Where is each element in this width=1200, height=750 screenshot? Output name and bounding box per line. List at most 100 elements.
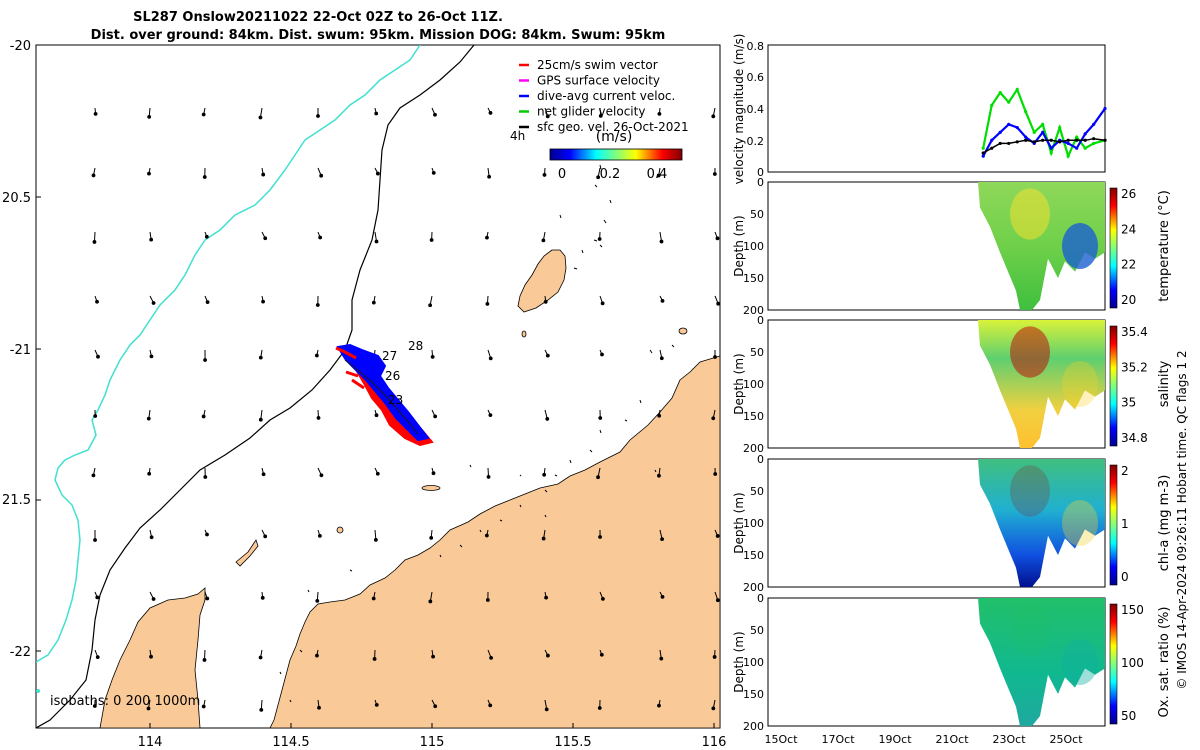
vector-head — [545, 114, 550, 119]
colorbar-tick: 100 — [1121, 656, 1144, 670]
isobath-marker — [36, 689, 40, 693]
vector-head — [374, 111, 379, 116]
heatmap-panel-salinity: 0 50 100 150 200 Depth (m) 35.4 35.2 35 34.8 salin… — [732, 314, 1172, 455]
time-tick: 15Oct — [764, 733, 798, 746]
velocity-point — [1024, 138, 1028, 142]
velocity-point — [1083, 132, 1087, 136]
velocity-point — [990, 103, 994, 107]
colorbar-title: chl-a (mg m-3) — [1157, 475, 1172, 572]
vector-head — [715, 236, 720, 241]
map-y-tick: -20 — [10, 39, 31, 54]
velocity-point — [1075, 146, 1079, 150]
velocity-point — [1058, 125, 1062, 130]
velocity-point — [998, 91, 1002, 95]
colorbar-tick: 50 — [1121, 709, 1136, 723]
vector-head — [317, 533, 322, 538]
velocity-point — [981, 151, 985, 155]
map-x-tick: 115 — [420, 735, 445, 750]
vector-head — [596, 175, 601, 180]
vector-head — [544, 707, 549, 712]
vector-head — [146, 706, 151, 711]
map-y-tick: 21.5 — [2, 493, 31, 508]
vector-head — [147, 471, 152, 476]
colorbar-tick: 150 — [1121, 603, 1144, 617]
vector-head — [147, 171, 151, 176]
colorbar-label: (m/s) — [596, 129, 633, 145]
velocity-lines — [981, 87, 1107, 160]
velocity-point — [1049, 138, 1053, 142]
depth-label: Depth (m) — [732, 631, 746, 692]
vector-head — [485, 235, 489, 240]
day-label-27: 27 — [382, 349, 397, 363]
map-x-tick: 115.5 — [554, 735, 591, 750]
vector-head — [315, 653, 319, 658]
vector-head — [316, 114, 320, 118]
vector-head — [598, 113, 603, 118]
footer-credit: © IMOS 14-Apr-2024 09:26:11 Hobart time.… — [1175, 350, 1189, 689]
vector-head — [261, 472, 266, 477]
velocity-point — [1092, 122, 1096, 126]
velocity-point — [1066, 154, 1070, 158]
velocity-point — [1032, 140, 1036, 144]
velocity-point — [1024, 135, 1028, 139]
vector-head — [259, 707, 264, 712]
vector-head — [659, 356, 664, 361]
day-label-28: 28 — [408, 339, 423, 353]
vector-head — [715, 598, 720, 603]
time-tick: 21Oct — [935, 733, 969, 746]
vector-head — [433, 112, 437, 117]
velocity-point — [1015, 140, 1019, 144]
vector-head — [95, 595, 100, 600]
colorbar-tick: 20 — [1121, 293, 1136, 307]
velocity-point — [1024, 110, 1028, 114]
velocity-point — [1066, 141, 1070, 146]
mainland — [269, 355, 720, 728]
islet — [678, 327, 688, 335]
vector-head — [657, 111, 662, 116]
heatmap-colorbar — [1109, 325, 1118, 447]
islet — [421, 485, 441, 491]
map-legend: 25cm/s swim vector GPS surface velocitydi… — [519, 58, 689, 134]
vector-head — [202, 175, 207, 179]
vector-head — [260, 595, 265, 600]
barrow-island — [517, 249, 567, 313]
vector-head — [146, 416, 151, 421]
legend-entry: 25cm/s swim vector — [537, 58, 658, 72]
colorbar-tick: 34.8 — [1121, 431, 1148, 445]
colorbar-tick: 35.4 — [1121, 325, 1148, 339]
vel-y-tick: 0.8 — [747, 40, 765, 53]
vector-head — [258, 417, 263, 422]
vector-head — [92, 240, 97, 244]
vel-y-tick: 0.4 — [747, 103, 765, 116]
depth-tick: 50 — [750, 208, 764, 221]
vector-head — [597, 237, 602, 241]
vector-head — [93, 111, 98, 116]
vector-head — [373, 537, 378, 542]
onslow-peninsula — [99, 587, 206, 728]
map-y-tick: -21 — [10, 343, 31, 358]
islet — [235, 539, 259, 567]
vector-head — [488, 111, 493, 115]
vector-head — [92, 704, 97, 708]
vector-head — [489, 655, 493, 660]
glider-track — [335, 343, 434, 447]
colorbar-tick: 35 — [1121, 396, 1136, 410]
velocity-point — [981, 154, 985, 158]
velocity-point — [990, 146, 994, 150]
colorbar-tick: 0.4 — [647, 167, 668, 182]
velocity-point — [990, 138, 994, 142]
vector-head — [375, 171, 380, 176]
depth-tick: 150 — [743, 549, 764, 562]
legend-entry: dive-avg current veloc. — [537, 89, 675, 103]
vector-head — [315, 598, 320, 603]
heatmap-colorbar — [1109, 603, 1118, 725]
vector-head — [91, 173, 96, 178]
vector-head — [429, 238, 434, 242]
vector-head — [488, 413, 493, 418]
vector-head — [431, 654, 435, 659]
vector-head — [599, 652, 604, 657]
vector-head — [149, 237, 154, 242]
vector-head — [149, 535, 154, 540]
time-tick: 17Oct — [821, 733, 855, 746]
